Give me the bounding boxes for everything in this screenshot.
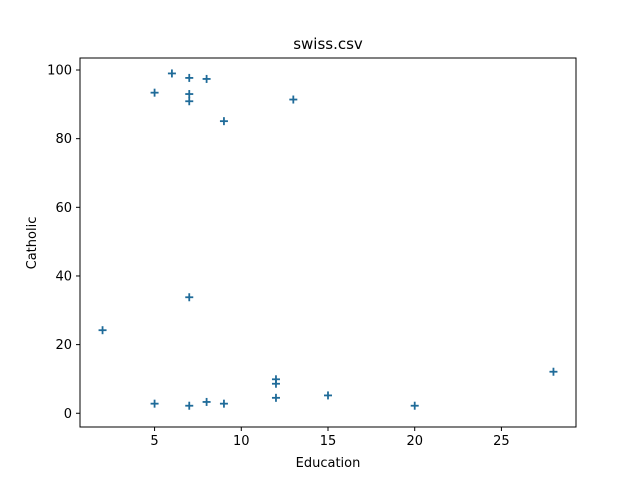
- x-axis-label: Education: [296, 456, 361, 471]
- data-points: [98, 69, 558, 410]
- data-point: [202, 74, 211, 83]
- x-tick-label: 5: [150, 434, 158, 449]
- data-point: [185, 73, 194, 82]
- y-axis-label: Catholic: [25, 217, 40, 270]
- data-point: [185, 401, 194, 410]
- data-point: [410, 401, 419, 410]
- y-tick-label: 20: [55, 338, 72, 353]
- axis-ticks: 5 10 15 20 25 0 20 40 60 80 100: [47, 64, 510, 449]
- data-point: [185, 90, 194, 99]
- data-point: [98, 326, 107, 335]
- y-tick-label: 0: [64, 407, 72, 422]
- data-point: [202, 397, 211, 406]
- data-point: [549, 367, 558, 376]
- data-point: [324, 391, 332, 400]
- x-tick-label: 10: [233, 434, 250, 449]
- y-tick-label: 60: [55, 201, 72, 216]
- data-point: [150, 399, 159, 408]
- x-tick-label: 15: [320, 434, 337, 449]
- data-point: [219, 399, 228, 408]
- data-point: [150, 88, 159, 97]
- y-tick-label: 100: [47, 64, 72, 79]
- data-point: [219, 117, 228, 126]
- y-tick-label: 40: [55, 269, 72, 284]
- x-tick-label: 20: [406, 434, 423, 449]
- data-point: [185, 293, 194, 302]
- y-tick-label: 80: [55, 132, 72, 147]
- data-point: [289, 95, 298, 104]
- plot-area-frame: [79, 57, 577, 428]
- data-point: [271, 379, 280, 388]
- chart-title: swiss.csv: [293, 35, 363, 53]
- data-point: [167, 69, 176, 78]
- data-point: [185, 97, 194, 106]
- x-tick-label: 25: [493, 434, 510, 449]
- data-point: [271, 393, 280, 402]
